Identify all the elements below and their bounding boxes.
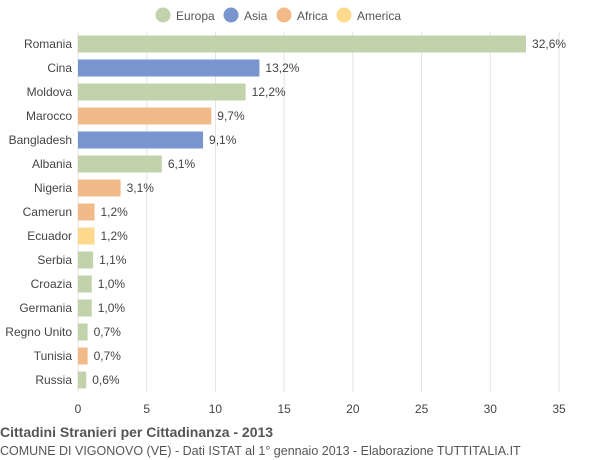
x-tick-label: 10	[209, 402, 223, 416]
category-label: Cina	[47, 61, 72, 75]
bar-croazia	[78, 275, 92, 293]
category-label: Regno Unito	[5, 325, 72, 339]
value-label: 12,2%	[252, 85, 286, 99]
value-label: 1,0%	[98, 277, 126, 291]
category-label: Germania	[19, 301, 72, 315]
x-tick-label: 15	[277, 402, 291, 416]
legend-label-america: America	[357, 9, 401, 23]
x-tick-label: 5	[143, 402, 150, 416]
bar-albania	[78, 155, 162, 173]
labels: 0 5 10 15 20 25 30 35 Romania 32,6% Cina 13,2% Moldo…	[5, 37, 566, 416]
value-label: 1,2%	[100, 229, 128, 243]
category-label: Marocco	[26, 109, 72, 123]
value-label: 32,6%	[532, 37, 566, 51]
legend-label-europa: Europa	[176, 9, 215, 23]
bar-tunisia	[78, 347, 88, 365]
bar-chart: Europa Asia Africa America 0 5 10 15 20 25 30 35 Ro…	[5, 7, 566, 416]
x-tick-label: 25	[415, 402, 429, 416]
value-label: 1,1%	[99, 253, 127, 267]
bar-camerun	[78, 203, 95, 221]
x-tick-label: 35	[552, 402, 566, 416]
chart-title: Cittadini Stranieri per Cittadinanza - 2…	[0, 424, 274, 440]
legend-swatch-asia	[223, 7, 239, 23]
bar-moldova	[78, 83, 246, 101]
category-label: Bangladesh	[9, 133, 72, 147]
bar-nigeria	[78, 179, 121, 197]
category-label: Moldova	[27, 85, 73, 99]
value-label: 0,6%	[92, 373, 120, 387]
legend-label-africa: Africa	[297, 9, 328, 23]
bar-cina	[78, 59, 260, 77]
value-label: 9,1%	[209, 133, 237, 147]
bars	[78, 35, 527, 389]
bar-germania	[78, 299, 92, 317]
category-label: Ecuador	[27, 229, 72, 243]
legend-swatch-africa	[276, 7, 292, 23]
x-tick-label: 30	[484, 402, 498, 416]
bar-ecuador	[78, 227, 95, 245]
category-label: Croazia	[31, 277, 73, 291]
value-label: 1,2%	[100, 205, 128, 219]
category-label: Albania	[32, 157, 72, 171]
category-label: Romania	[24, 37, 72, 51]
legend-swatch-europa	[155, 7, 171, 23]
category-label: Serbia	[37, 253, 72, 267]
value-label: 0,7%	[94, 349, 122, 363]
category-label: Camerun	[23, 205, 72, 219]
value-label: 3,1%	[127, 181, 155, 195]
value-label: 0,7%	[94, 325, 122, 339]
legend: Europa Asia Africa America	[155, 7, 401, 23]
category-label: Tunisia	[34, 349, 73, 363]
value-label: 13,2%	[265, 61, 299, 75]
chart-subtitle: COMUNE DI VIGONOVO (VE) - Dati ISTAT al …	[0, 444, 521, 458]
bar-romania	[78, 35, 527, 53]
bar-bangladesh	[78, 131, 204, 149]
value-label: 1,0%	[98, 301, 126, 315]
value-label: 9,7%	[217, 109, 245, 123]
value-label: 6,1%	[168, 157, 196, 171]
x-tick-label: 0	[75, 402, 82, 416]
x-tick-label: 20	[346, 402, 360, 416]
bar-serbia	[78, 251, 94, 269]
bar-russia	[78, 371, 87, 389]
legend-swatch-america	[336, 7, 352, 23]
legend-label-asia: Asia	[244, 9, 268, 23]
bar-regno-unito	[78, 323, 88, 341]
category-label: Russia	[35, 373, 72, 387]
category-label: Nigeria	[34, 181, 72, 195]
bar-marocco	[78, 107, 212, 125]
